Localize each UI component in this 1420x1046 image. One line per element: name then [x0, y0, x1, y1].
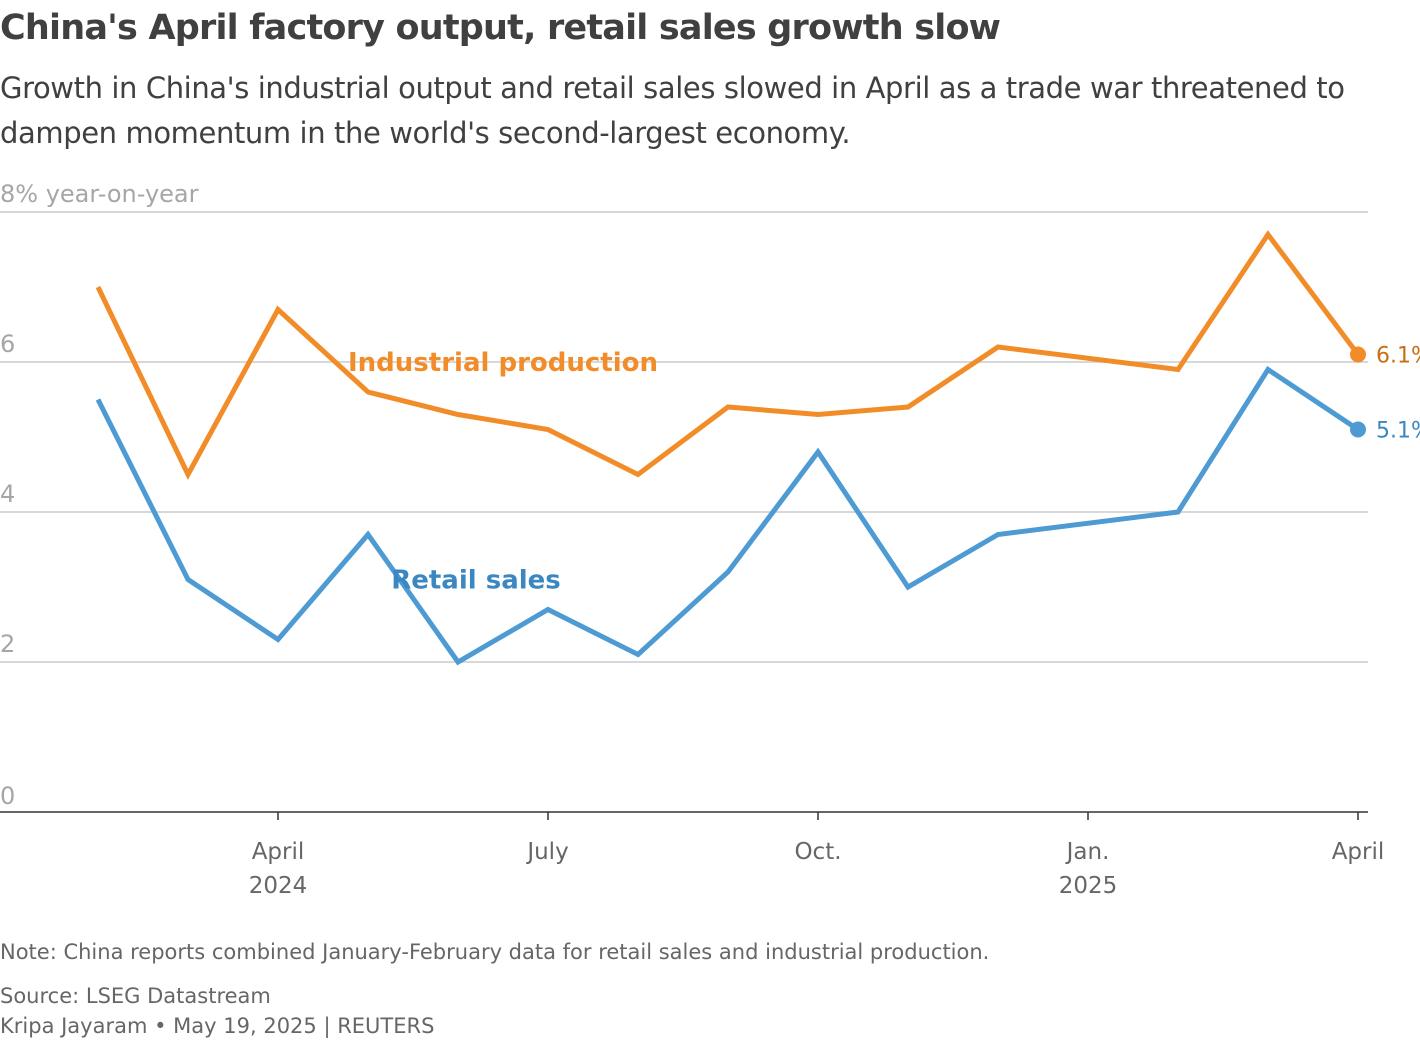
retail-sales-line: [95, 365, 1360, 666]
footnote: Note: China reports combined January-Feb…: [0, 940, 990, 964]
y-tick-label-0: 0: [0, 782, 15, 810]
x-tick-year-label: 2025: [1059, 873, 1118, 899]
series-lines: [95, 230, 1366, 666]
series-labels: 6.1% Industrial production 5.1% Retail sale…: [348, 344, 1420, 596]
retail-sales-label: Retail sales: [391, 566, 561, 596]
y-tick-label-2: 2: [0, 630, 15, 658]
y-tick-label-6: 6: [0, 330, 15, 358]
y-tick-label-8: 8% year-on-year: [0, 180, 199, 208]
x-axis: April 2024 July Oct. Jan. 2025 April: [0, 811, 1385, 899]
industrial-production-end-value: 6.1%: [1376, 344, 1420, 369]
industrial-production-line: [95, 230, 1360, 480]
line-chart: 0 2 4 6 8% year-on-year April 2024 July Oct. Jan…: [0, 180, 1420, 899]
industrial-production-end-marker: [1350, 346, 1366, 363]
gridlines: [0, 211, 1368, 663]
x-tick-label: Oct.: [794, 839, 841, 865]
x-tick-year-label: 2024: [249, 873, 308, 899]
byline: Kripa Jayaram • May 19, 2025 | REUTERS: [0, 1014, 435, 1038]
x-tick-label: April: [252, 839, 305, 865]
retail-sales-end-value: 5.1%: [1376, 419, 1420, 444]
x-tick-label: April: [1332, 839, 1385, 865]
chart-subtitle: Growth in China's industrial output and …: [0, 71, 1345, 150]
retail-sales-end-marker: [1350, 421, 1366, 438]
industrial-production-label: Industrial production: [348, 348, 658, 378]
source-line: Source: LSEG Datastream: [0, 984, 271, 1008]
y-axis-ticks: 0 2 4 6 8% year-on-year: [0, 180, 199, 810]
y-tick-label-4: 4: [0, 480, 15, 508]
x-tick-label: July: [525, 839, 568, 865]
chart-title: China's April factory output, retail sal…: [0, 8, 1001, 48]
x-tick-label: Jan.: [1065, 839, 1110, 865]
